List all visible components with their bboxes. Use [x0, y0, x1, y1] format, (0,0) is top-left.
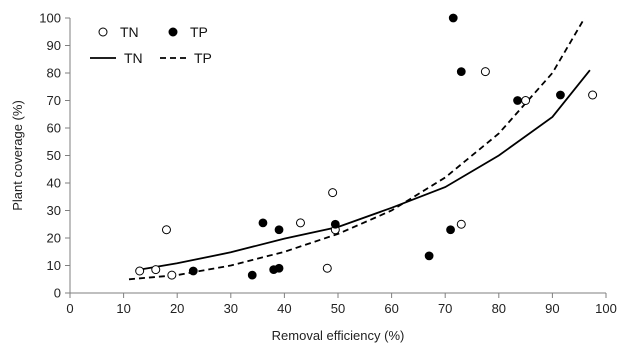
y-axis-ticks: 0 10 20 30 40 50 60 70 80 90 100 — [39, 11, 70, 301]
legend-marker-tn — [98, 27, 108, 37]
data-point-tp — [448, 13, 458, 23]
x-tick-label: 80 — [492, 301, 506, 316]
legend: TN TP TN TP — [90, 24, 212, 66]
series-layer — [128, 13, 598, 281]
data-point-tp — [446, 225, 455, 235]
x-tick-label: 10 — [116, 301, 130, 316]
y-tick-label: 70 — [47, 93, 61, 108]
data-point-tn — [521, 96, 531, 105]
data-point-tn — [135, 266, 145, 276]
legend-item-tn-fit-line: TN — [90, 50, 143, 66]
data-points — [135, 13, 598, 280]
data-point-tp — [456, 67, 466, 77]
y-axis-label: Plant coverage (%) — [10, 100, 25, 211]
y-tick-label: 90 — [47, 38, 61, 53]
data-point-tn — [151, 265, 161, 275]
y-tick-label: 10 — [47, 258, 61, 273]
x-axis-label: Removal efficiency (%) — [272, 328, 405, 343]
y-tick-label: 80 — [47, 66, 61, 81]
y-tick-label: 0 — [54, 286, 61, 301]
y-tick-label: 40 — [47, 176, 61, 191]
fit-line-tn — [139, 69, 591, 271]
x-tick-label: 40 — [277, 301, 291, 316]
y-tick-label: 50 — [47, 148, 61, 163]
data-point-tn — [295, 218, 305, 228]
x-tick-label: 0 — [66, 301, 73, 316]
data-point-tn — [328, 188, 338, 198]
data-point-tn — [161, 225, 171, 235]
legend-item-tn-points: TN — [98, 24, 139, 40]
x-tick-label: 60 — [384, 301, 398, 316]
legend-marker-tp — [168, 27, 178, 37]
data-point-tp — [247, 270, 257, 280]
legend-label: TN — [120, 24, 139, 40]
data-point-tp — [258, 218, 268, 228]
data-point-tn — [588, 90, 598, 100]
data-point-tp — [330, 219, 340, 229]
data-point-tn — [322, 263, 332, 273]
data-point-tp — [424, 251, 434, 261]
y-tick-label: 60 — [47, 121, 61, 136]
data-point-tn — [167, 270, 177, 280]
x-tick-label: 70 — [438, 301, 452, 316]
y-tick-label: 20 — [47, 231, 61, 246]
data-point-tn — [456, 219, 466, 229]
legend-item-tp-fit-line: TP — [160, 50, 212, 66]
data-point-tp — [188, 266, 198, 276]
legend-item-tp-points: TP — [168, 24, 208, 40]
legend-label: TP — [194, 50, 212, 66]
y-tick-label: 100 — [39, 11, 61, 26]
legend-label: TP — [190, 24, 208, 40]
x-tick-label: 100 — [595, 301, 617, 316]
data-point-tp — [274, 263, 284, 273]
legend-label: TN — [124, 50, 143, 66]
plot-area — [69, 18, 606, 294]
x-tick-label: 20 — [170, 301, 184, 316]
y-tick-label: 30 — [47, 203, 61, 218]
data-point-tp — [513, 96, 522, 105]
data-point-tp — [556, 90, 565, 100]
x-tick-label: 90 — [545, 301, 559, 316]
data-point-tn — [480, 67, 490, 77]
data-point-tp — [274, 225, 284, 235]
x-tick-label: 30 — [224, 301, 238, 316]
x-axis-ticks: 0 10 20 30 40 50 60 70 80 90 100 — [66, 293, 617, 316]
x-tick-label: 50 — [331, 301, 345, 316]
